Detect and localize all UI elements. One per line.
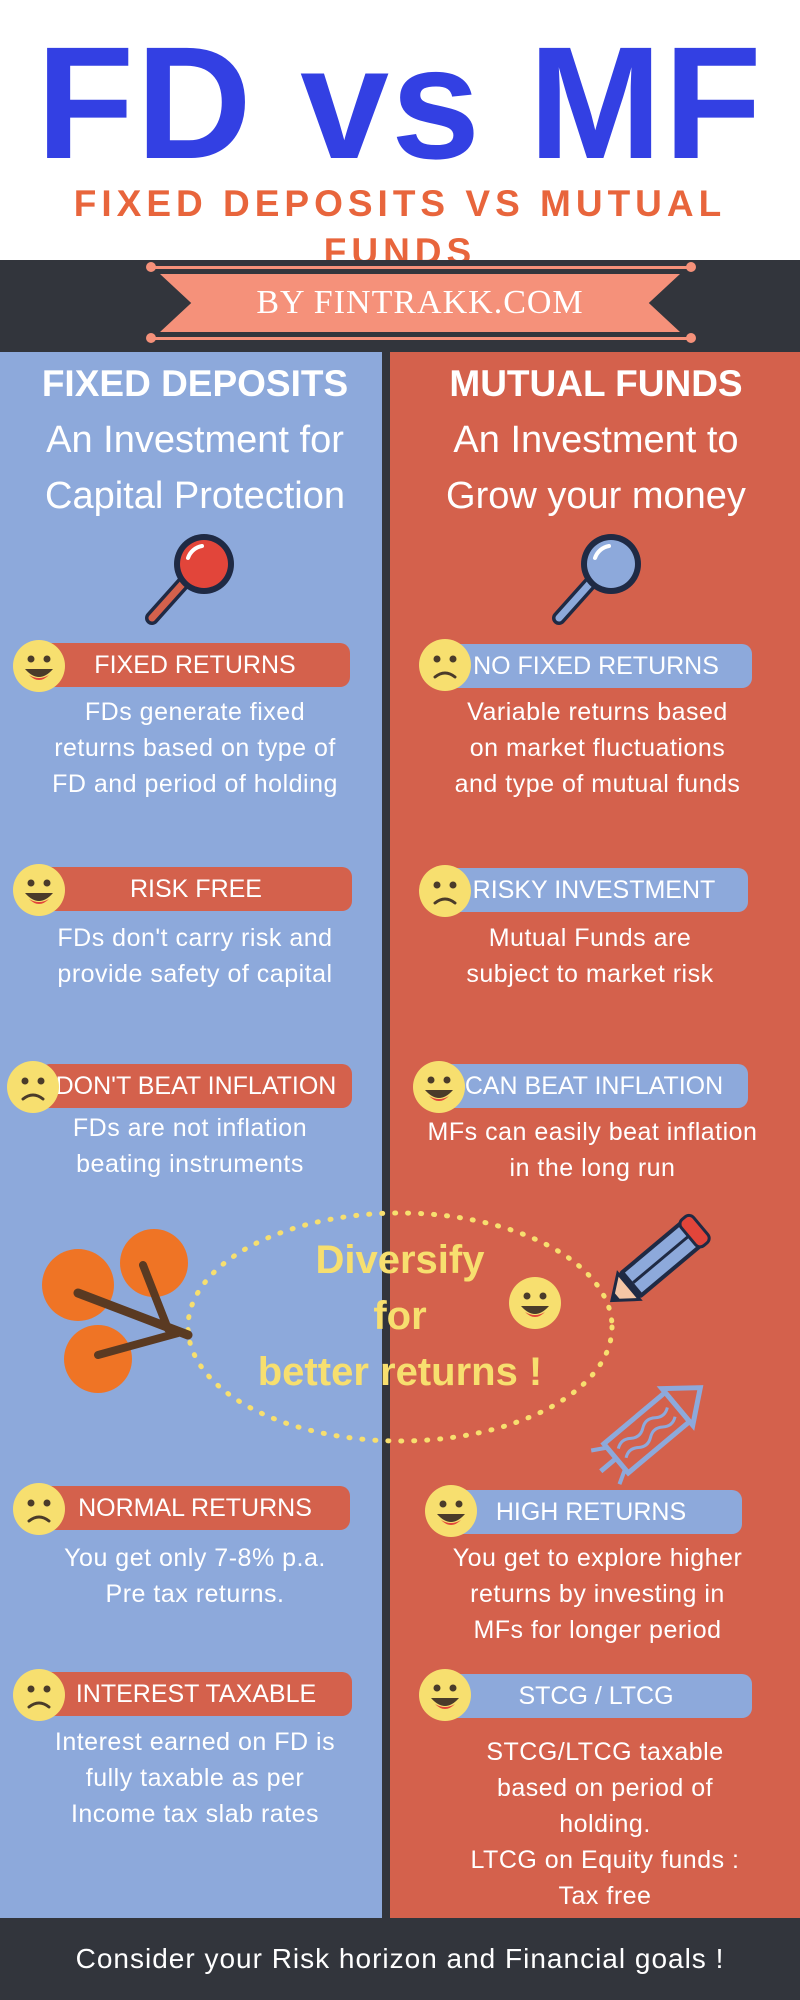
- dotted-ellipse: [185, 1210, 615, 1444]
- ribbon-bottom-line: [150, 337, 690, 340]
- byline-ribbon: [160, 274, 680, 332]
- sad-face-icon: [13, 1483, 65, 1535]
- happy-face-icon: [419, 1669, 471, 1721]
- fd-item-desc: FDs are not inflation beating instrument…: [72, 1114, 308, 1178]
- mf-item-label: STCG / LTCG: [440, 1674, 752, 1718]
- fd-item-desc: You get only 7-8% p.a. Pre tax returns.: [64, 1544, 326, 1608]
- sad-face-icon: [7, 1061, 59, 1113]
- ribbon-dot: [146, 333, 156, 343]
- fd-tagline-2: Capital Protection: [45, 475, 345, 517]
- fd-item-label: INTEREST TAXABLE: [40, 1672, 352, 1716]
- fd-item-label: FIXED RETURNS: [40, 643, 350, 687]
- footer-band: [0, 1918, 800, 2000]
- rocket-icon: [590, 1385, 704, 1485]
- diversify-line-3: better returns !: [257, 1350, 543, 1394]
- mf-item-label: CAN BEAT INFLATION: [440, 1064, 748, 1108]
- mf-item-label: HIGH RETURNS: [440, 1490, 742, 1534]
- diversify-line-1: Diversify: [315, 1238, 485, 1282]
- diversify-line-2: for: [373, 1294, 427, 1338]
- mf-item-label: NO FIXED RETURNS: [440, 644, 752, 688]
- mf-item-desc: STCG/LTCG taxable based on period of hol…: [470, 1738, 740, 1910]
- mf-column: [390, 352, 800, 1918]
- fd-item-desc: Interest earned on FD is fully taxable a…: [54, 1728, 336, 1828]
- sad-face-icon: [13, 1669, 65, 1721]
- mf-item-desc: MFs can easily beat inflation in the lon…: [427, 1118, 758, 1182]
- ribbon-top-line: [150, 266, 690, 269]
- column-divider: [382, 352, 390, 1918]
- ribbon-dot: [146, 262, 156, 272]
- footer-text: Consider your Risk horizon and Financial…: [75, 1943, 725, 1974]
- fruit-branch-icon: [42, 1229, 193, 1393]
- magnifier-red-icon: [145, 534, 234, 625]
- fd-item-label: RISK FREE: [40, 867, 352, 911]
- ribbon-dot: [686, 333, 696, 343]
- fd-item-desc: FDs generate fixed returns based on type…: [52, 698, 338, 798]
- happy-face-icon: [509, 1277, 561, 1329]
- mf-item-label: RISKY INVESTMENT: [440, 868, 748, 912]
- page-title: FD vs MF: [36, 13, 764, 192]
- mf-tagline-2: Grow your money: [446, 475, 746, 517]
- fd-item-desc: FDs don't carry risk and provide safety …: [57, 924, 333, 988]
- ribbon-dot: [686, 262, 696, 272]
- fd-column: [0, 352, 382, 1918]
- fd-heading: FIXED DEPOSITS: [41, 363, 349, 404]
- mf-item-desc: Variable returns based on market fluctua…: [454, 698, 741, 798]
- mf-item-desc: You get to explore higher returns by inv…: [452, 1544, 743, 1644]
- mf-item-desc: Mutual Funds are subject to market risk: [466, 924, 714, 988]
- pencil-icon: [609, 1213, 711, 1303]
- happy-face-icon: [13, 864, 65, 916]
- happy-face-icon: [413, 1061, 465, 1113]
- mf-tagline-1: An Investment to: [453, 419, 739, 461]
- fd-item-label: DON'T BEAT INFLATION: [40, 1064, 352, 1108]
- happy-face-icon: [425, 1485, 477, 1537]
- sad-face-icon: [419, 865, 471, 917]
- happy-face-icon: [13, 640, 65, 692]
- byline-text[interactable]: BY FINTRAKK.COM: [256, 284, 584, 321]
- fd-tagline-1: An Investment for: [46, 419, 344, 461]
- page-subtitle: FIXED DEPOSITS VS MUTUAL FUNDS: [73, 183, 727, 272]
- magnifier-blue-icon: [552, 534, 641, 625]
- mf-heading: MUTUAL FUNDS: [449, 363, 743, 404]
- fd-item-label: NORMAL RETURNS: [40, 1486, 350, 1530]
- sad-face-icon: [419, 639, 471, 691]
